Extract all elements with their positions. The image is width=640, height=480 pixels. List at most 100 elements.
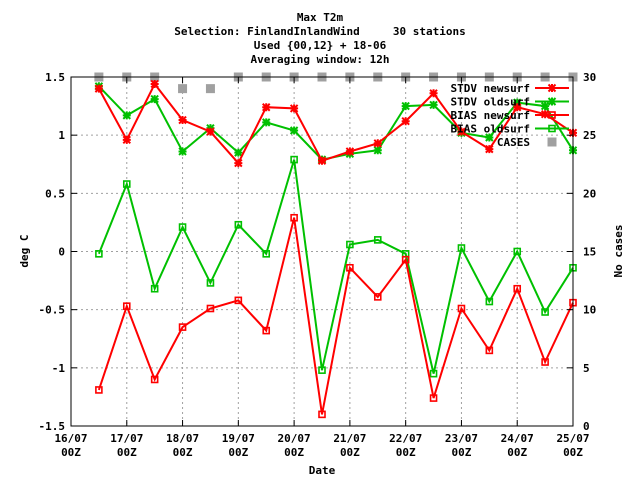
legend-marker	[547, 83, 557, 93]
data-point	[401, 101, 410, 111]
legend-key	[535, 83, 569, 93]
y2-tick-label: 10	[583, 304, 596, 317]
legend-label: STDV oldsurf	[451, 96, 530, 109]
data-point	[290, 213, 298, 222]
x-tick-label-date: 16/07	[54, 432, 87, 445]
data-point	[122, 180, 131, 188]
data-point	[346, 263, 354, 272]
data-point	[513, 98, 522, 107]
y-tick-label: -0.5	[39, 304, 66, 317]
series-line	[97, 217, 574, 415]
legend-marker	[548, 124, 556, 133]
legend-key	[535, 111, 569, 119]
data-point	[429, 89, 438, 98]
legend-marker	[547, 97, 557, 106]
x-tick-label-date: 17/07	[110, 432, 143, 445]
y2-tick-label: 20	[583, 187, 596, 200]
data-point	[373, 146, 382, 155]
data-point	[541, 308, 549, 316]
data-point	[206, 279, 215, 287]
data-point	[485, 144, 494, 154]
data-point	[373, 236, 382, 244]
x-tick-label-date: 18/07	[166, 432, 199, 445]
x-tick-label-time: 00Z	[61, 446, 81, 459]
data-point	[485, 133, 494, 142]
y2-axis-label: No cases	[612, 225, 625, 278]
legend-label: BIAS oldsurf	[451, 123, 530, 136]
axis-ticks: 1.5 301 250.5 200 15-0.5 10-1 5-1.5 016/0700Z17…	[39, 71, 597, 459]
x-tick-label-time: 00Z	[452, 446, 472, 459]
data-point	[318, 410, 326, 419]
data-point	[290, 155, 298, 164]
data-point	[234, 220, 243, 229]
data-point	[262, 118, 271, 127]
legend-key	[535, 124, 569, 133]
data-point	[513, 247, 522, 256]
x-tick-label-time: 00Z	[228, 446, 248, 459]
data-point	[150, 79, 159, 89]
y-tick-label: 0.5	[45, 187, 65, 200]
x-tick-label-date: 21/07	[333, 432, 366, 445]
data-point	[541, 358, 549, 366]
data-point	[373, 139, 382, 148]
data-point	[429, 394, 438, 402]
chart-title-line-1: Max T2m	[297, 11, 344, 24]
data-point	[150, 94, 159, 104]
data-point	[150, 375, 159, 384]
data-point	[317, 156, 327, 165]
data-point	[94, 84, 104, 93]
y2-tick-label: 0	[583, 420, 590, 433]
x-tick-label-date: 23/07	[445, 432, 478, 445]
gridlines	[71, 77, 573, 426]
data-point	[95, 250, 103, 258]
legend-key	[547, 137, 557, 147]
y-tick-label: 1.5	[45, 71, 65, 84]
data-point	[318, 366, 326, 374]
data-point	[122, 135, 131, 145]
legend-marker	[548, 111, 556, 119]
x-tick-label-time: 00Z	[563, 446, 583, 459]
x-tick-label-time: 00Z	[117, 446, 137, 459]
series-line	[97, 159, 574, 374]
data-point	[178, 147, 187, 156]
data-point	[485, 346, 494, 355]
data-point	[540, 101, 550, 111]
legend-label: STDV newsurf	[451, 82, 530, 95]
legend-label: BIAS newsurf	[451, 109, 530, 122]
data-point	[95, 386, 103, 394]
data-point	[178, 223, 187, 231]
data-point	[457, 304, 466, 313]
data-point	[401, 116, 410, 126]
series-line	[98, 82, 574, 165]
data-point	[178, 323, 187, 331]
data-point	[429, 369, 438, 378]
chart-title-line-2: Selection: FinlandInlandWind 30 stations	[174, 25, 465, 38]
data-point	[150, 284, 159, 293]
data-point	[346, 240, 354, 249]
x-tick-label-time: 00Z	[340, 446, 360, 459]
y-axis-label: deg C	[18, 234, 31, 267]
chart-title-line-4: Averaging window: 12h	[250, 53, 389, 66]
data-point	[262, 250, 271, 258]
y2-tick-label: 15	[583, 246, 596, 259]
data-point	[234, 158, 243, 168]
legend-marker	[547, 137, 557, 147]
chart-title-line-3: Used {00,12} + 18-06	[254, 39, 387, 52]
data-point	[234, 296, 243, 305]
y2-tick-label: 5	[583, 362, 590, 375]
x-axis-label: Date	[309, 464, 336, 477]
data-point	[122, 302, 131, 310]
data-point	[513, 103, 522, 112]
data-point	[485, 297, 494, 306]
data-point	[289, 126, 299, 135]
data-point	[206, 127, 215, 136]
x-tick-label-date: 22/07	[389, 432, 422, 445]
x-tick-label-time: 00Z	[284, 446, 304, 459]
data-point	[262, 326, 271, 335]
data-point	[289, 104, 299, 113]
x-tick-label-date: 25/07	[556, 432, 589, 445]
data-point	[429, 100, 438, 110]
